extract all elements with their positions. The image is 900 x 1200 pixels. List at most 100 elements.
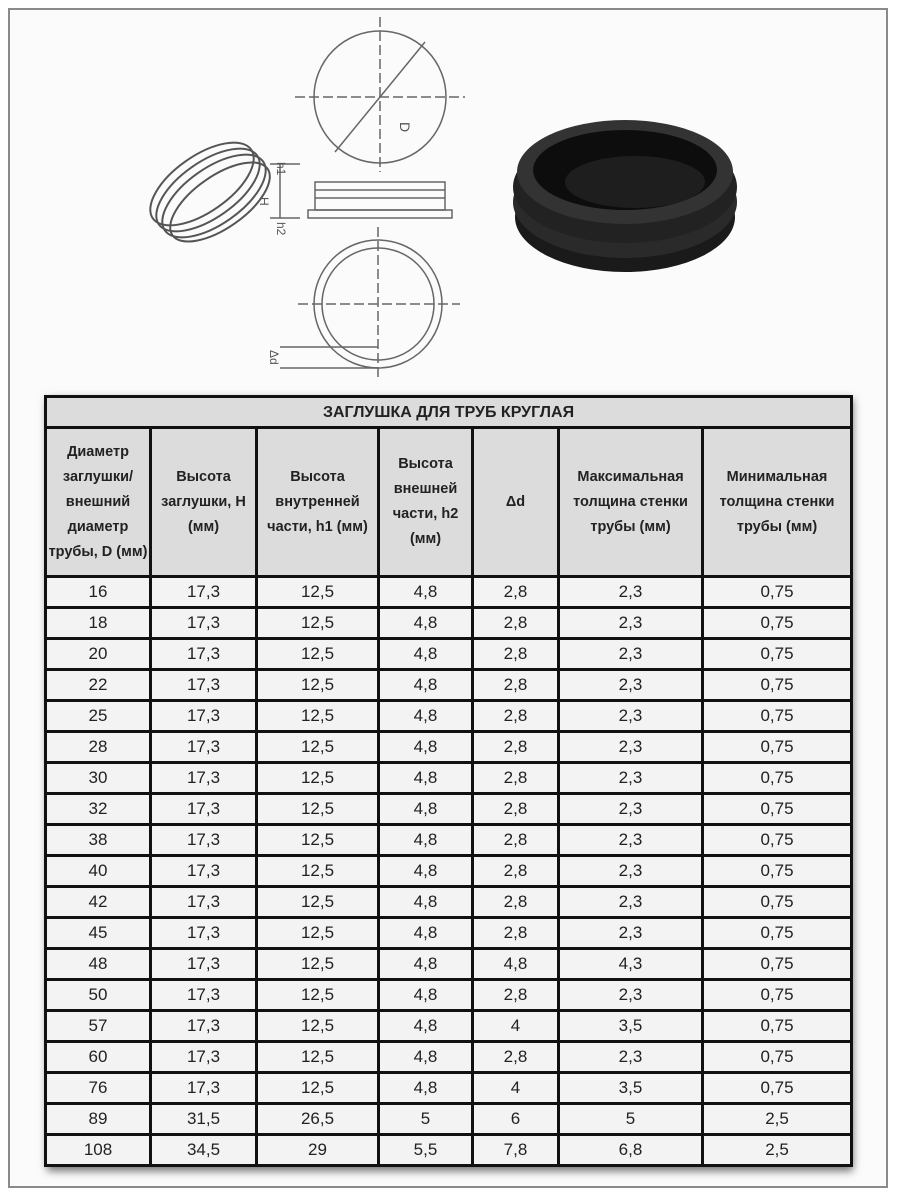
table-cell: 17,3 <box>149 885 258 919</box>
table-cell: 2,3 <box>557 761 704 795</box>
table-cell: 17,3 <box>149 637 258 671</box>
table-cell: 6 <box>471 1102 560 1136</box>
table-cell: 4,8 <box>377 854 474 888</box>
table-cell: 2,3 <box>557 1040 704 1074</box>
table-cell: 2,8 <box>471 730 560 764</box>
table-cell: 12,5 <box>255 1071 380 1105</box>
table-row: 30 17,3 12,5 4,8 2,8 2,3 0,75 <box>44 761 854 795</box>
table-cell: 38 <box>44 823 152 857</box>
table-cell: 17,3 <box>149 1071 258 1105</box>
table-cell: 4,8 <box>377 885 474 919</box>
table-cell: 2,8 <box>471 668 560 702</box>
technical-drawing: D H h1 h2 Δd <box>149 17 737 377</box>
table-row: 18 17,3 12,5 4,8 2,8 2,3 0,75 <box>44 606 854 640</box>
table-cell: 4,8 <box>377 637 474 671</box>
table-cell: 2,3 <box>557 575 704 609</box>
table-cell: 5 <box>557 1102 704 1136</box>
table-cell: 12,5 <box>255 730 380 764</box>
table-cell: 12,5 <box>255 575 380 609</box>
table-cell: 4,8 <box>377 947 474 981</box>
column-header: Высота внешней части, h2 (мм) <box>377 426 474 578</box>
table-cell: 3,5 <box>557 1071 704 1105</box>
table-cell: 60 <box>44 1040 152 1074</box>
table-cell: 108 <box>44 1133 152 1167</box>
header-row: Диаметр заглушки/ внешний диаметр трубы,… <box>44 426 854 578</box>
table-row: 89 31,5 26,5 5 6 5 2,5 <box>44 1102 854 1136</box>
table-cell: 2,8 <box>471 792 560 826</box>
table-row: 42 17,3 12,5 4,8 2,8 2,3 0,75 <box>44 885 854 919</box>
table-cell: 0,75 <box>700 699 854 733</box>
table-cell: 26,5 <box>255 1102 380 1136</box>
table-row: 50 17,3 12,5 4,8 2,8 2,3 0,75 <box>44 978 854 1012</box>
table-cell: 4 <box>471 1071 560 1105</box>
table-cell: 20 <box>44 637 152 671</box>
top-view: D <box>295 17 465 172</box>
table-cell: 40 <box>44 854 152 888</box>
table-cell: 2,8 <box>471 1040 560 1074</box>
table-row: 16 17,3 12,5 4,8 2,8 2,3 0,75 <box>44 575 854 609</box>
table-cell: 12,5 <box>255 978 380 1012</box>
table-cell: 6,8 <box>557 1133 704 1167</box>
table-row: 108 34,5 29 5,5 7,8 6,8 2,5 <box>44 1133 854 1167</box>
table-cell: 4,8 <box>377 699 474 733</box>
table-cell: 2,3 <box>557 792 704 826</box>
table-cell: 4,8 <box>377 823 474 857</box>
label-h1: h1 <box>274 162 288 176</box>
table-cell: 12,5 <box>255 699 380 733</box>
column-header: Диаметр заглушки/ внешний диаметр трубы,… <box>44 426 152 578</box>
table-cell: 17,3 <box>149 916 258 950</box>
table-cell: 25 <box>44 699 152 733</box>
table-cell: 4,8 <box>377 730 474 764</box>
table-cell: 2,3 <box>557 854 704 888</box>
table-cell: 0,75 <box>700 730 854 764</box>
table-cell: 18 <box>44 606 152 640</box>
table-cell: 2,8 <box>471 761 560 795</box>
table-cell: 12,5 <box>255 1009 380 1043</box>
table-cell: 4,3 <box>557 947 704 981</box>
table-cell: 12,5 <box>255 761 380 795</box>
side-view: H h1 h2 <box>257 162 453 236</box>
table-cell: 57 <box>44 1009 152 1043</box>
table-row: 40 17,3 12,5 4,8 2,8 2,3 0,75 <box>44 854 854 888</box>
column-header: Δd <box>471 426 560 578</box>
table-cell: 2,8 <box>471 823 560 857</box>
table-cell: 2,3 <box>557 916 704 950</box>
spec-table-wrapper: ЗАГЛУШКА ДЛЯ ТРУБ КРУГЛАЯ Диаметр заглуш… <box>43 395 854 1167</box>
table-cell: 4,8 <box>377 606 474 640</box>
table-cell: 0,75 <box>700 978 854 1012</box>
table-cell: 0,75 <box>700 668 854 702</box>
table-cell: 17,3 <box>149 699 258 733</box>
table-cell: 50 <box>44 978 152 1012</box>
table-cell: 28 <box>44 730 152 764</box>
table-row: 45 17,3 12,5 4,8 2,8 2,3 0,75 <box>44 916 854 950</box>
table-cell: 2,3 <box>557 699 704 733</box>
table-cell: 12,5 <box>255 885 380 919</box>
table-cell: 17,3 <box>149 854 258 888</box>
table-cell: 2,8 <box>471 575 560 609</box>
table-cell: 76 <box>44 1071 152 1105</box>
table-cell: 29 <box>255 1133 380 1167</box>
table-cell: 2,8 <box>471 885 560 919</box>
table-cell: 2,8 <box>471 978 560 1012</box>
table-row: 25 17,3 12,5 4,8 2,8 2,3 0,75 <box>44 699 854 733</box>
column-header: Минимальная толщина стенки трубы (мм) <box>700 426 854 578</box>
table-cell: 2,8 <box>471 606 560 640</box>
table-row: 20 17,3 12,5 4,8 2,8 2,3 0,75 <box>44 637 854 671</box>
table-cell: 7,8 <box>471 1133 560 1167</box>
table-cell: 30 <box>44 761 152 795</box>
table-cell: 17,3 <box>149 761 258 795</box>
table-cell: 4,8 <box>377 792 474 826</box>
table-cell: 42 <box>44 885 152 919</box>
table-cell: 48 <box>44 947 152 981</box>
table-title: ЗАГЛУШКА ДЛЯ ТРУБ КРУГЛАЯ <box>43 395 854 429</box>
table-cell: 4,8 <box>377 978 474 1012</box>
table-cell: 17,3 <box>149 575 258 609</box>
table-cell: 2,8 <box>471 916 560 950</box>
table-cell: 17,3 <box>149 947 258 981</box>
table-cell: 2,8 <box>471 637 560 671</box>
table-cell: 12,5 <box>255 916 380 950</box>
table-cell: 0,75 <box>700 854 854 888</box>
table-cell: 17,3 <box>149 1040 258 1074</box>
table-cell: 4,8 <box>471 947 560 981</box>
table-cell: 5,5 <box>377 1133 474 1167</box>
